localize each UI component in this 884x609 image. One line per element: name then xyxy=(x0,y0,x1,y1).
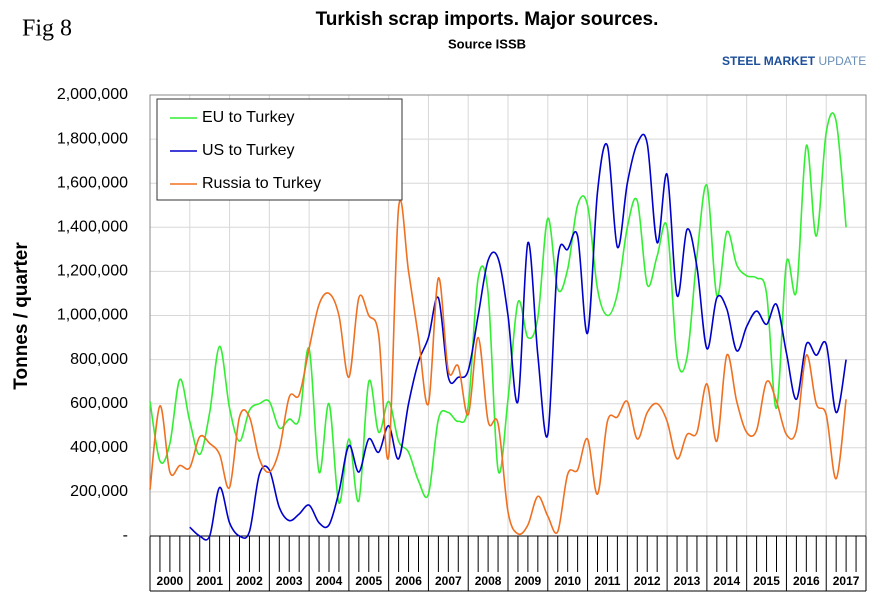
legend-box xyxy=(156,98,403,201)
x-tick-label: 2004 xyxy=(316,574,343,588)
y-tick-label: 1,200,000 xyxy=(57,263,128,280)
y-tick-label: 200,000 xyxy=(70,483,128,500)
y-tick-label: - xyxy=(123,527,128,544)
y-tick-label: 600,000 xyxy=(70,395,128,412)
x-tick-label: 2009 xyxy=(515,574,542,588)
x-tick-label: 2003 xyxy=(276,574,303,588)
logo-light: UPDATE xyxy=(818,54,866,68)
x-tick-label: 2010 xyxy=(554,574,581,588)
y-tick-label: 1,600,000 xyxy=(57,174,128,191)
chart-title: Turkish scrap imports. Major sources. xyxy=(316,9,659,30)
x-tick-label: 2014 xyxy=(713,574,740,588)
x-tick-label: 2013 xyxy=(674,574,701,588)
legend-label: Russia to Turkey xyxy=(202,175,321,192)
chart-subtitle: Source ISSB xyxy=(448,36,526,51)
x-tick-label: 2007 xyxy=(435,574,462,588)
x-tick-label: 2017 xyxy=(833,574,860,588)
x-tick-label: 2011 xyxy=(594,574,620,588)
legend-label: EU to Turkey xyxy=(202,109,294,126)
logo: STEEL MARKET UPDATE xyxy=(722,54,866,68)
legend-label: US to Turkey xyxy=(202,142,294,159)
x-tick-label: 2012 xyxy=(634,574,661,588)
series-line xyxy=(149,199,847,536)
x-tick-label: 2008 xyxy=(475,574,502,588)
logo-strong: STEEL MARKET xyxy=(722,54,816,68)
x-tick-label: 2002 xyxy=(236,574,263,588)
x-tick-label: 2016 xyxy=(793,574,820,588)
y-tick-label: 800,000 xyxy=(70,351,128,368)
y-tick-label: 400,000 xyxy=(70,439,128,456)
x-tick-label: 2001 xyxy=(196,574,223,588)
x-tick-label: 2005 xyxy=(355,574,382,588)
figure-label: Fig 8 xyxy=(22,16,72,42)
x-tick-label: 2006 xyxy=(395,574,422,588)
y-axis-label: Tonnes / quarter xyxy=(11,242,32,390)
series-line xyxy=(189,133,847,541)
x-tick-label: 2000 xyxy=(157,574,184,588)
y-tick-label: 1,800,000 xyxy=(57,130,128,147)
series-line xyxy=(149,112,847,504)
y-tick-label: 1,400,000 xyxy=(57,219,128,236)
y-tick-label: 1,000,000 xyxy=(57,307,128,324)
x-tick-label: 2015 xyxy=(753,574,780,588)
y-tick-label: 2,000,000 xyxy=(57,86,128,103)
